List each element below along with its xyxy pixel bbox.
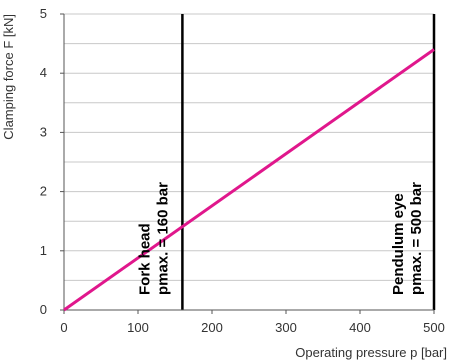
axes — [60, 13, 435, 314]
x-tick-label: 200 — [201, 320, 223, 335]
y-tick-label: 4 — [40, 65, 47, 80]
y-axis-label: Clamping force F [kN] — [1, 14, 16, 140]
y-tick-label: 0 — [40, 302, 47, 317]
x-tick-label: 100 — [127, 320, 149, 335]
y-tick-label: 5 — [40, 6, 47, 21]
reference-label-line1: Pendulum eye — [390, 193, 407, 295]
x-tick-label: 0 — [60, 320, 67, 335]
series-line — [63, 48, 435, 312]
y-tick-label: 1 — [40, 243, 47, 258]
reference-label-line2: pmax. = 500 bar — [408, 182, 425, 295]
tick-labels: 0 100 200 300 400 500 0 1 2 3 4 5 — [40, 6, 445, 335]
x-tick-label: 400 — [349, 320, 371, 335]
reference-label-line2: pmax. = 160 bar — [154, 182, 171, 295]
annotations: Fork head pmax. = 160 bar Pendulum eye pmax… — [136, 182, 425, 295]
reference-label: Pendulum eye pmax. = 500 bar — [390, 182, 425, 295]
series-layer — [63, 48, 435, 312]
x-tick-label: 300 — [275, 320, 297, 335]
y-tick-label: 2 — [40, 184, 47, 199]
reference-lines — [181, 14, 436, 310]
reference-label-line1: Fork head — [136, 223, 153, 295]
x-tick-label: 500 — [423, 320, 445, 335]
reference-label: Fork head pmax. = 160 bar — [136, 182, 171, 295]
grid — [64, 13, 434, 281]
y-tick-label: 3 — [40, 124, 47, 139]
x-axis-label: Operating pressure p [bar] — [295, 345, 447, 360]
